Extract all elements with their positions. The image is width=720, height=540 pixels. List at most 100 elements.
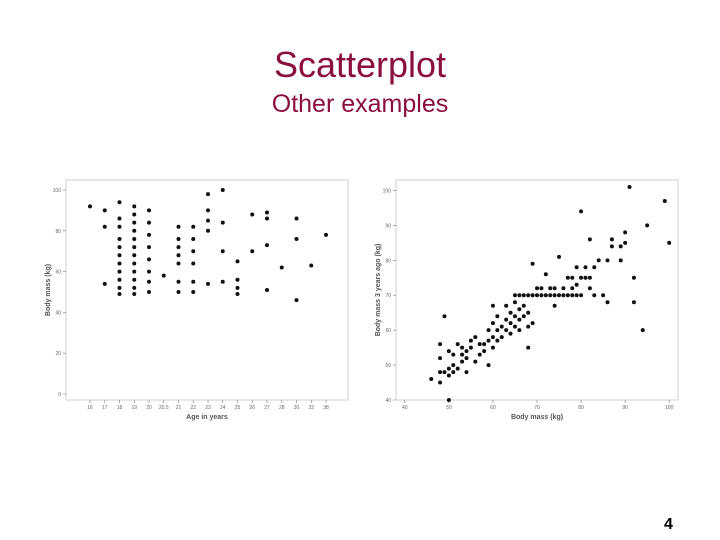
- data-point: [442, 314, 447, 319]
- data-point: [552, 303, 557, 308]
- data-point: [570, 275, 575, 280]
- data-point: [132, 228, 137, 233]
- data-point: [640, 328, 645, 333]
- data-point: [477, 342, 482, 347]
- data-point: [176, 261, 181, 266]
- data-point: [117, 200, 122, 205]
- data-point: [464, 349, 469, 354]
- data-point: [609, 237, 614, 242]
- data-point: [220, 249, 225, 254]
- data-point: [294, 236, 299, 241]
- data-point: [490, 321, 495, 326]
- data-point: [176, 279, 181, 284]
- data-point: [147, 290, 151, 294]
- data-point: [132, 220, 137, 225]
- data-point: [191, 224, 196, 229]
- data-point: [102, 208, 107, 213]
- data-point: [176, 236, 181, 241]
- data-point: [565, 293, 570, 298]
- data-point: [132, 253, 137, 258]
- data-point: [438, 370, 443, 375]
- data-point: [117, 253, 122, 258]
- x-tick-label: 24: [220, 405, 226, 411]
- x-tick-label: 60: [490, 405, 496, 411]
- data-point: [117, 261, 122, 266]
- x-tick-label: 21: [176, 405, 182, 411]
- x-tick-label: 30: [294, 405, 300, 411]
- data-point: [587, 275, 592, 280]
- x-axis-label: Age in years: [186, 414, 228, 421]
- x-tick-label: 80: [578, 405, 584, 411]
- x-tick-label: 32: [308, 405, 314, 411]
- data-point: [451, 370, 456, 375]
- data-point: [147, 257, 151, 262]
- data-point: [176, 245, 181, 250]
- data-point: [512, 300, 517, 305]
- data-point: [88, 204, 92, 209]
- data-point: [601, 293, 606, 298]
- data-point: [499, 324, 504, 329]
- data-point: [508, 310, 513, 315]
- data-point: [579, 209, 584, 214]
- data-point: [535, 286, 539, 291]
- data-point: [132, 261, 137, 266]
- data-point: [147, 245, 151, 250]
- data-point: [132, 236, 137, 241]
- data-point: [132, 285, 137, 290]
- data-point: [618, 258, 623, 263]
- data-point: [117, 245, 122, 250]
- data-point: [455, 366, 460, 371]
- x-tick-label: 20: [146, 405, 152, 411]
- data-point: [618, 244, 623, 249]
- data-point: [117, 216, 122, 221]
- data-point: [438, 380, 443, 385]
- x-tick-label: 100: [665, 405, 674, 411]
- data-point: [609, 244, 614, 249]
- data-point: [495, 328, 500, 333]
- data-point: [508, 331, 513, 336]
- page-number: 4: [664, 516, 673, 533]
- data-point: [557, 254, 562, 259]
- data-point: [627, 184, 632, 189]
- data-point: [250, 212, 255, 217]
- data-point: [451, 352, 456, 357]
- data-point: [147, 220, 151, 225]
- data-point: [504, 328, 509, 333]
- data-point: [446, 366, 451, 371]
- data-point: [147, 208, 151, 213]
- data-point: [446, 398, 451, 402]
- data-point: [583, 265, 588, 270]
- data-point: [442, 370, 447, 375]
- x-tick-label: 27: [264, 405, 270, 411]
- data-point: [504, 317, 509, 322]
- data-point: [235, 259, 240, 264]
- data-point: [117, 277, 122, 282]
- data-point: [486, 328, 491, 333]
- data-point: [539, 293, 544, 298]
- data-point: [265, 243, 269, 248]
- data-point: [486, 363, 491, 368]
- data-point: [455, 342, 460, 347]
- data-point: [526, 310, 531, 315]
- data-point: [176, 224, 181, 229]
- data-point: [117, 269, 122, 274]
- data-point: [530, 261, 535, 266]
- data-point: [468, 338, 473, 343]
- data-point: [548, 293, 553, 298]
- data-point: [206, 228, 210, 233]
- x-tick-label: 17: [102, 405, 108, 411]
- data-point: [250, 249, 255, 254]
- data-point: [477, 352, 482, 357]
- data-point: [662, 198, 667, 203]
- data-point: [605, 300, 610, 305]
- data-point: [543, 272, 548, 277]
- plot-area: [65, 179, 349, 401]
- data-point: [265, 210, 269, 215]
- data-point: [561, 286, 566, 291]
- data-point: [521, 314, 526, 319]
- data-point: [460, 359, 465, 364]
- body-mass-vs-3-years-ago-scatterplot: 40 50 60 70 80 90 100 40 50 60 70 80 90 100 Body mass…: [375, 179, 679, 421]
- data-point: [191, 249, 196, 254]
- x-tick-label: 70: [534, 405, 540, 411]
- data-point: [235, 285, 240, 290]
